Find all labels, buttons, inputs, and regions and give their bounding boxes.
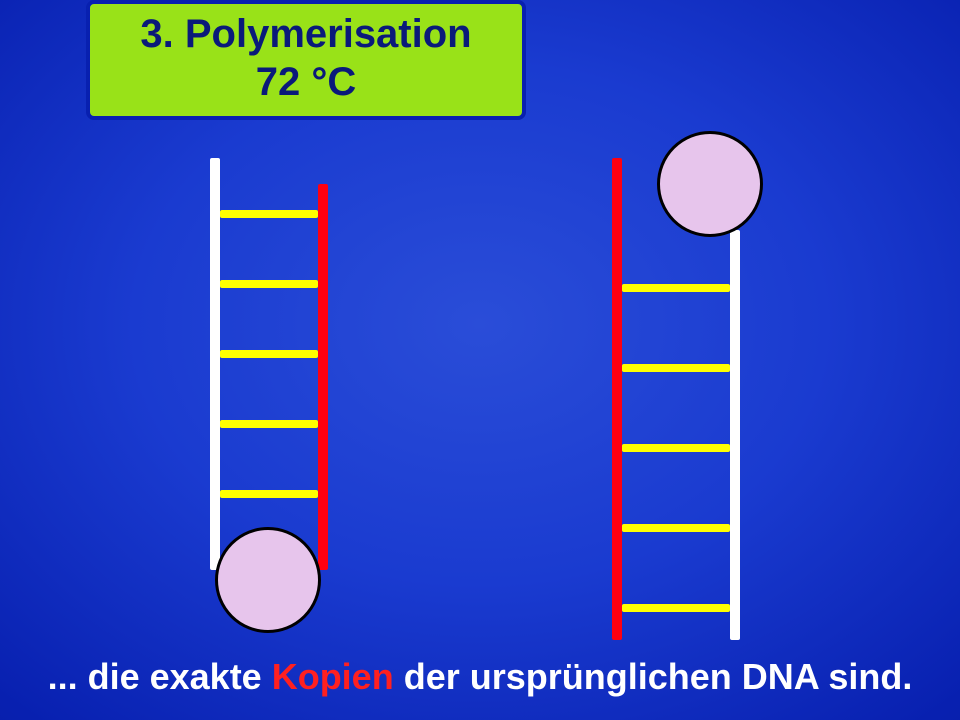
title-line1: 3. Polymerisation [90,10,522,58]
rung [622,364,730,372]
template-strand [730,230,740,640]
rung [220,490,318,498]
template-strand [210,158,220,570]
rung [220,280,318,288]
title-box: 3. Polymerisation 72 °C [86,0,526,120]
caption-part-c: der ursprünglichen DNA sind. [394,656,913,697]
caption-part-b: Kopien [272,656,394,697]
rung [622,284,730,292]
new-strand [318,184,328,570]
caption-part-a: ... die exakte [48,656,272,697]
title-line2: 72 °C [90,58,522,106]
rung [622,524,730,532]
rung [622,604,730,612]
new-strand [612,158,622,640]
rung [220,210,318,218]
polymerase-icon [215,527,321,633]
rung [220,350,318,358]
rung [220,420,318,428]
rung [622,444,730,452]
caption: ... die exakte Kopien der ursprünglichen… [0,656,960,698]
polymerase-icon [657,131,763,237]
